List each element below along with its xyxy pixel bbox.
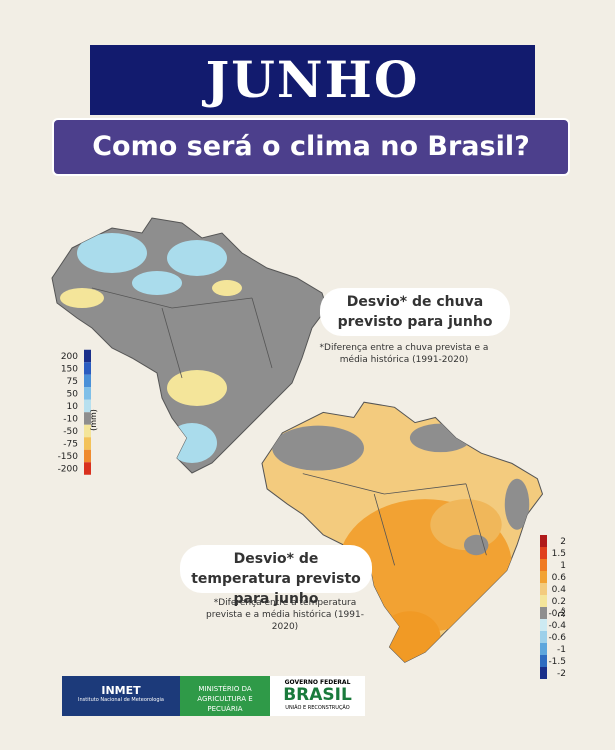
legend-swatch [540, 571, 547, 583]
legend-label: -0.4 [548, 621, 566, 631]
inmet-full: Instituto Nacional de Meteorologia [78, 697, 164, 703]
temperature-title: Desvio* de temperatura previsto para jun… [180, 545, 372, 607]
government-top: GOVERNO FEDERAL [284, 679, 351, 686]
legend-swatch [540, 559, 547, 571]
rain-legend: 200 150 75 50 10 -10 -50 -75 -150 -200 [58, 349, 91, 475]
subtitle: Como será o clima no Brasil? [52, 118, 570, 176]
title: JUNHO [90, 45, 535, 115]
legend-swatch [540, 595, 547, 607]
legend-label: -2 [557, 669, 566, 679]
legend-swatch [84, 387, 91, 400]
legend-swatch [540, 655, 547, 667]
legend-label: -10 [63, 415, 78, 425]
inmet-logo: INMET Instituto Nacional de Meteorologia [62, 676, 180, 716]
legend-label: -1 [557, 645, 566, 655]
legend-label: 200 [61, 352, 78, 362]
legend-swatch [84, 349, 91, 363]
legend-label: 0.2 [552, 597, 566, 607]
legend-swatch [84, 374, 91, 388]
legend-label: 75 [67, 377, 78, 387]
legend-label: 50 [67, 390, 79, 400]
legend-label: 150 [61, 365, 78, 375]
legend-label: -200 [58, 465, 79, 475]
legend-swatch [84, 412, 91, 425]
government-slogan: UNIÃO E RECONSTRUÇÃO [285, 705, 350, 711]
legend-label: 0.6 [552, 573, 567, 583]
legend-swatch [540, 631, 547, 643]
legend-label: 0.4 [552, 585, 567, 595]
legend-label: -50 [63, 427, 78, 437]
temperature-unit: °C [555, 607, 565, 618]
legend-swatch [540, 535, 547, 547]
legend-label: -0.6 [548, 633, 566, 643]
legend-swatch [540, 607, 547, 619]
legend-label: 1 [560, 561, 566, 571]
legend-swatch [540, 667, 547, 679]
legend-label: -75 [63, 440, 78, 450]
legend-swatch [84, 424, 91, 438]
legend-swatch [84, 462, 91, 475]
legend-swatch [540, 643, 547, 655]
legend-label: 2 [560, 537, 566, 547]
legend-label: 1.5 [552, 549, 566, 559]
temperature-note: *Diferença entre a temperatura prevista … [206, 598, 364, 632]
legend-swatch [540, 583, 547, 595]
legend-swatch [84, 437, 91, 450]
legend-label: 10 [67, 402, 79, 412]
government-logo: GOVERNO FEDERAL BRASIL UNIÃO E RECONSTRU… [270, 676, 365, 716]
legend-swatch [540, 619, 547, 631]
legend-label: -1.5 [548, 657, 566, 667]
temperature-legend: 2 1.5 1 0.6 0.4 0.2 -0.2 -0.4 -0.6 -1 -1.5 -2 [540, 535, 566, 679]
rain-map [51, 217, 328, 474]
legend-swatch [84, 399, 91, 413]
legend-swatch [84, 362, 91, 375]
legend-swatch [84, 449, 91, 463]
rain-note: *Diferença entre a chuva prevista e a mé… [319, 343, 489, 365]
government-name: BRASIL [283, 685, 352, 705]
legend-label: -150 [58, 452, 79, 462]
inmet-name: INMET [101, 684, 141, 697]
legend-label: -0.2 [548, 609, 566, 619]
ministry-logo: MINISTÉRIO DA AGRICULTURA E PECUÁRIA [180, 676, 270, 716]
legend-swatch [540, 547, 547, 559]
rain-title: Desvio* de chuva previsto para junho [320, 288, 510, 336]
rain-unit: (mm) [89, 409, 98, 431]
